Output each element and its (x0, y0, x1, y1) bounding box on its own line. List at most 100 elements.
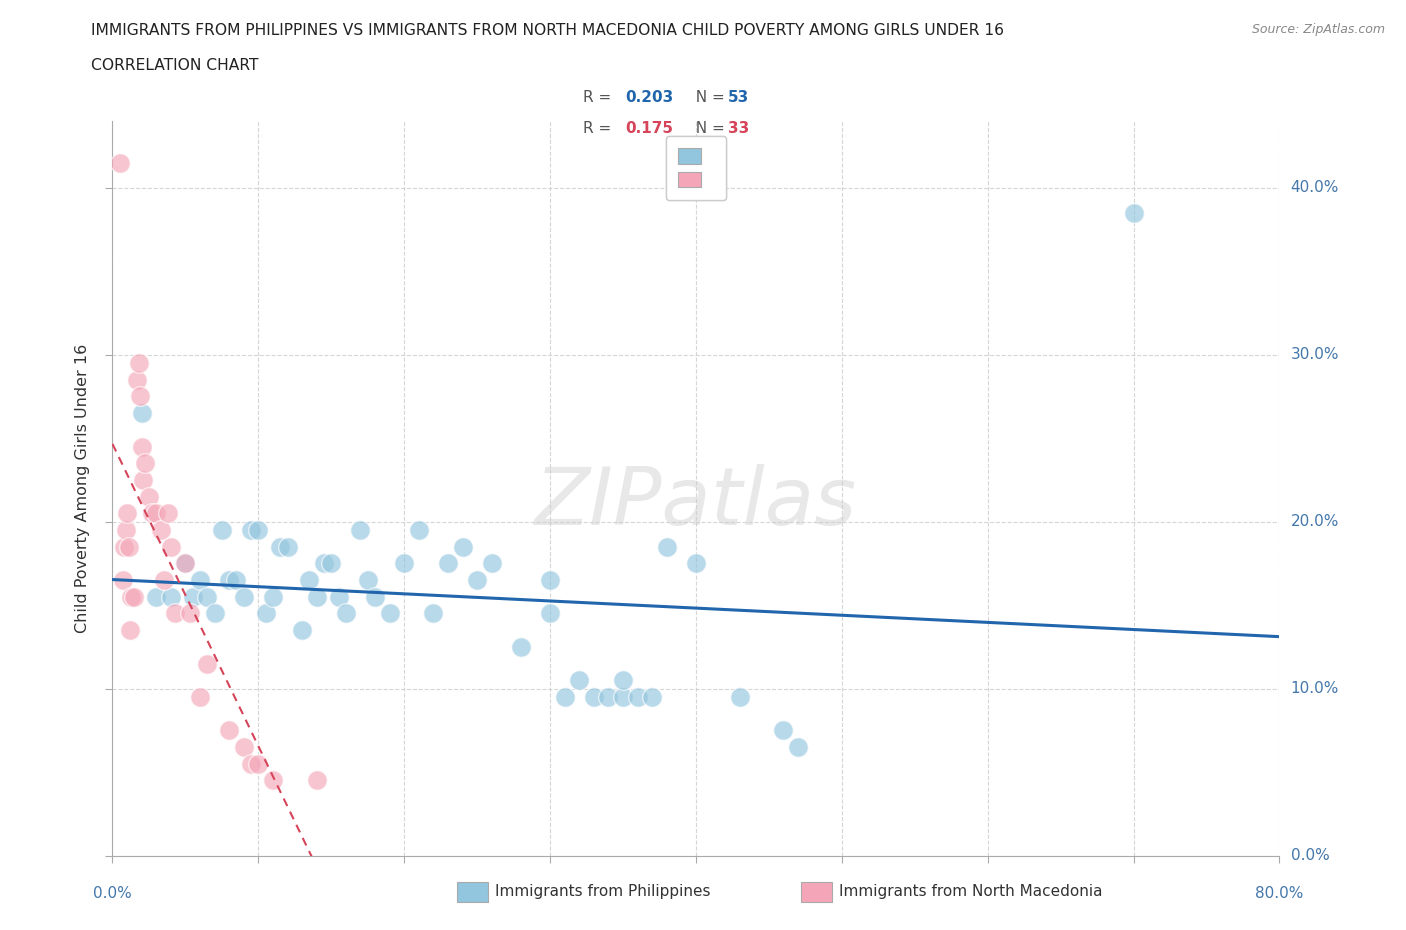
Point (174, 556, 197, 571)
Point (149, 523, 172, 538)
Point (211, 523, 233, 538)
Point (115, 506, 138, 521)
Point (655, 539, 678, 554)
Point (156, 506, 179, 521)
Point (598, 689, 620, 704)
Point (298, 573, 321, 588)
Point (568, 672, 591, 687)
Point (232, 739, 254, 754)
Point (118, 623, 141, 638)
Point (232, 590, 254, 604)
Point (204, 606, 226, 621)
Point (582, 689, 605, 704)
Point (394, 556, 416, 571)
Point (554, 689, 576, 704)
Point (269, 539, 291, 554)
Point (131, 439, 153, 454)
Text: 20.0%: 20.0% (1291, 514, 1339, 529)
Point (364, 590, 387, 604)
Text: 80.0%: 80.0% (1256, 886, 1303, 901)
Text: Immigrants from North Macedonia: Immigrants from North Macedonia (839, 884, 1102, 899)
Point (437, 556, 460, 571)
Text: 30.0%: 30.0% (1291, 347, 1339, 362)
Point (225, 573, 247, 588)
Point (112, 539, 135, 554)
Point (195, 657, 218, 671)
Text: Source: ZipAtlas.com: Source: ZipAtlas.com (1251, 23, 1385, 36)
Text: 40.0%: 40.0% (1291, 180, 1339, 195)
Point (641, 689, 664, 704)
Point (728, 689, 751, 704)
Point (124, 590, 146, 604)
Point (218, 573, 240, 588)
Point (335, 606, 357, 621)
Text: N =: N = (686, 90, 730, 105)
Point (538, 573, 561, 588)
Point (422, 606, 444, 621)
Point (305, 590, 328, 604)
Point (138, 489, 160, 504)
Point (160, 539, 183, 554)
Legend: , : , (666, 136, 725, 200)
Point (787, 739, 810, 754)
Point (685, 556, 707, 571)
Point (188, 573, 211, 588)
Text: 10.0%: 10.0% (1291, 681, 1339, 697)
Point (132, 472, 155, 487)
Y-axis label: Child Poverty Among Girls Under 16: Child Poverty Among Girls Under 16 (75, 343, 90, 633)
Point (612, 689, 634, 704)
Point (108, 155, 131, 170)
Point (240, 523, 263, 538)
Point (117, 539, 139, 554)
Point (305, 773, 328, 788)
Text: IMMIGRANTS FROM PHILIPPINES VS IMMIGRANTS FROM NORTH MACEDONIA CHILD POVERTY AMO: IMMIGRANTS FROM PHILIPPINES VS IMMIGRANT… (91, 23, 1004, 38)
Point (188, 689, 211, 704)
Point (247, 756, 270, 771)
Point (262, 590, 284, 604)
Point (179, 606, 201, 621)
Point (1122, 206, 1144, 220)
Text: 0.0%: 0.0% (93, 886, 132, 901)
Point (114, 523, 136, 538)
Point (240, 756, 263, 771)
Point (481, 556, 503, 571)
Point (291, 623, 314, 638)
Point (378, 606, 401, 621)
Point (128, 355, 150, 370)
Point (772, 723, 794, 737)
Point (131, 405, 153, 420)
Point (627, 689, 650, 704)
Point (152, 573, 174, 588)
Text: R =: R = (583, 121, 617, 136)
Point (195, 590, 218, 604)
Point (247, 523, 270, 538)
Point (538, 606, 561, 621)
Point (408, 523, 430, 538)
Point (160, 590, 183, 604)
Point (141, 506, 163, 521)
Point (218, 723, 240, 737)
Point (120, 590, 142, 604)
Point (145, 506, 167, 521)
Point (129, 389, 152, 404)
Text: ZIPatlas: ZIPatlas (534, 464, 858, 542)
Point (612, 672, 634, 687)
Point (174, 556, 197, 571)
Point (145, 590, 167, 604)
Point (165, 606, 187, 621)
Point (312, 556, 335, 571)
Point (111, 573, 134, 588)
Point (357, 573, 380, 588)
Point (509, 640, 531, 655)
Point (262, 773, 284, 788)
Text: CORRELATION CHART: CORRELATION CHART (91, 58, 259, 73)
Point (181, 590, 204, 604)
Point (276, 539, 298, 554)
Point (127, 372, 149, 387)
Text: 0.0%: 0.0% (1291, 848, 1329, 863)
Text: 0.175: 0.175 (626, 121, 673, 136)
Text: N =: N = (686, 121, 730, 136)
Text: R =: R = (583, 90, 617, 105)
Text: 33: 33 (728, 121, 749, 136)
Text: 53: 53 (728, 90, 749, 105)
